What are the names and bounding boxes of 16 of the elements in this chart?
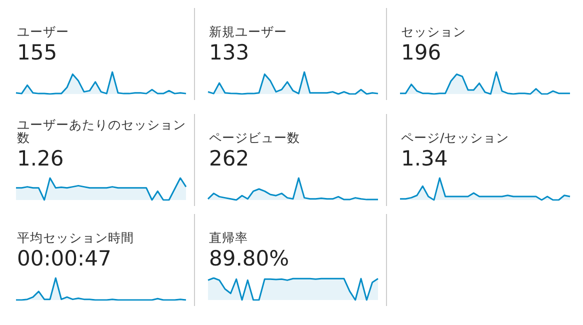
chart-title: 平均セッション時間 <box>17 230 134 245</box>
chart-subtitle: 196 <box>401 40 442 64</box>
chart-title: 新規ユーザー <box>209 24 287 39</box>
chart-subtitle: 1.26 <box>17 146 64 170</box>
chart-title: ページビュー数 <box>209 130 300 145</box>
chart-subtitle: 133 <box>209 40 250 64</box>
chart-subtitle: 00:00:47 <box>17 246 112 270</box>
chart-title: ユーザーあたりのセッション数 <box>17 117 186 145</box>
chart-title: セッション <box>401 24 466 39</box>
chart-title: 直帰率 <box>209 230 248 245</box>
chart-subtitle: 89.80% <box>209 246 290 270</box>
chart-title: ユーザー <box>17 24 69 39</box>
chart-title: ページ/セッション <box>401 130 510 145</box>
chart-subtitle: 155 <box>17 40 58 64</box>
chart-subtitle: 262 <box>209 146 250 170</box>
chart-subtitle: 1.34 <box>401 146 448 170</box>
